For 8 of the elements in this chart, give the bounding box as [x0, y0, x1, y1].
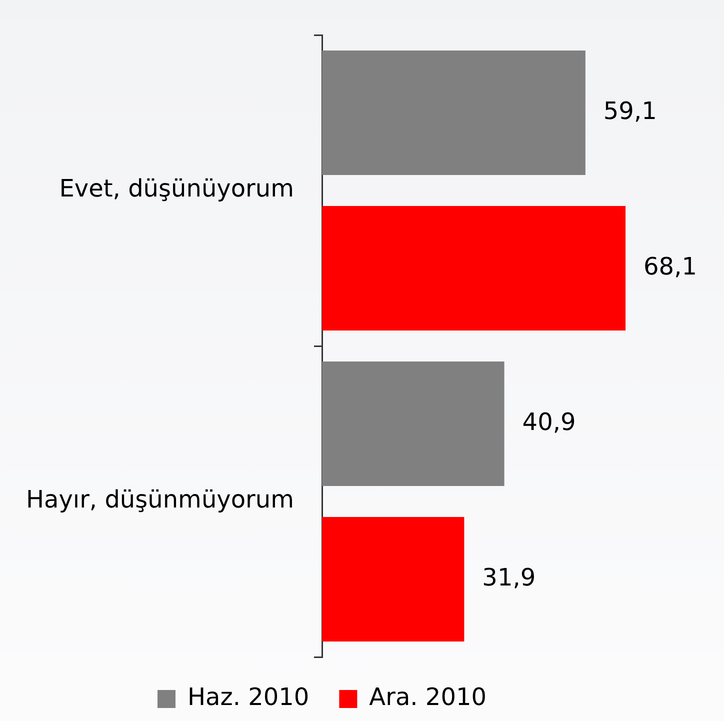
data-label: 40,9	[522, 408, 576, 436]
data-label: 59,1	[603, 96, 657, 125]
y-tick-label: Evet, düşünüyorum	[59, 174, 294, 203]
legend-label: Haz. 2010	[187, 683, 310, 712]
y-tick-label: Hayır, düşünmüyorum	[26, 486, 294, 514]
data-label: 31,9	[482, 563, 536, 592]
data-label: 68,1	[644, 252, 697, 280]
legend-label: Ara. 2010	[369, 683, 487, 712]
